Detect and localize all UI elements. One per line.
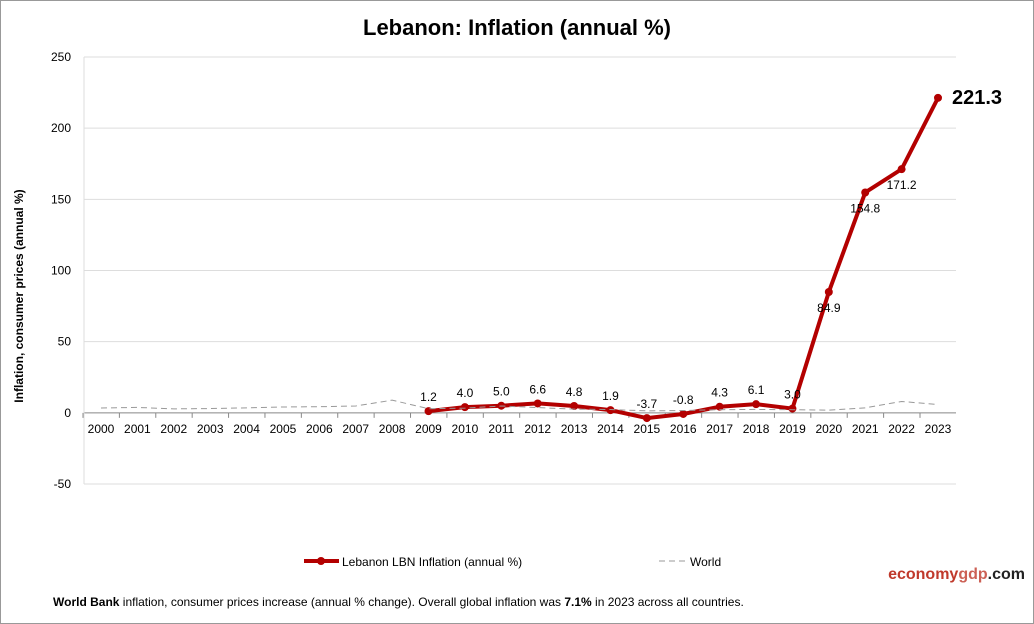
footer-note: World Bank inflation, consumer prices in… [53, 595, 744, 609]
data-label: 154.8 [850, 202, 880, 216]
x-tick-label: 2001 [124, 422, 151, 436]
data-point [715, 402, 724, 411]
data-point [861, 188, 870, 197]
y-axis-label: Inflation, consumer prices (annual %) [12, 189, 26, 402]
data-label: -0.8 [673, 393, 694, 407]
y-tick-label: 250 [51, 50, 71, 64]
y-tick-label: 0 [64, 406, 71, 420]
x-tick-label: 2002 [160, 422, 187, 436]
last-value-label: 221.3 [952, 87, 1002, 109]
data-point [533, 399, 542, 408]
data-label: 84.9 [817, 301, 841, 315]
data-point [606, 406, 615, 415]
data-label: 6.1 [748, 383, 765, 397]
footer-source: World Bank [53, 595, 120, 609]
y-tick-label: -50 [54, 477, 72, 491]
data-point [570, 402, 579, 411]
data-label: 4.8 [566, 385, 583, 399]
brand-part: economy [888, 566, 959, 583]
legend-marker-lebanon [317, 557, 325, 565]
x-tick-label: 2016 [670, 422, 697, 436]
y-tick-label: 100 [51, 264, 71, 278]
y-tick-label: 150 [51, 192, 71, 206]
x-tick-label: 2005 [270, 422, 297, 436]
brand-logo[interactable]: economygdp.com [888, 566, 1025, 584]
data-point [934, 93, 942, 102]
x-tick-label: 2009 [415, 422, 442, 436]
x-tick-label: 2015 [634, 422, 661, 436]
x-tick-label: 2011 [488, 422, 514, 436]
brand-part: gdp [958, 566, 988, 583]
data-point [897, 165, 906, 174]
legend-label-world: World [690, 555, 721, 569]
y-tick-label: 200 [51, 121, 71, 135]
data-point [679, 409, 688, 418]
data-point [460, 403, 469, 412]
x-tick-label: 2019 [779, 422, 806, 436]
world-series-line [100, 399, 939, 412]
data-label: 171.2 [887, 178, 917, 192]
x-tick-label: 2000 [88, 422, 115, 436]
x-tick-label: 2013 [561, 422, 588, 436]
footer-text: in 2023 across all countries. [591, 595, 744, 609]
legend-label-lebanon: Lebanon LBN Inflation (annual %) [342, 555, 522, 569]
x-tick-label: 2004 [233, 422, 260, 436]
lebanon-series-line [428, 96, 940, 421]
data-point [752, 400, 761, 409]
data-label: 4.0 [457, 386, 474, 400]
data-label: 4.3 [711, 386, 728, 400]
data-label: 1.9 [602, 389, 619, 403]
data-point [642, 414, 651, 423]
data-point [824, 287, 833, 296]
x-tick-label: 2021 [852, 422, 879, 436]
x-tick-label: 2018 [743, 422, 770, 436]
x-tick-label: 2012 [524, 422, 551, 436]
x-tick-label: 2010 [452, 422, 479, 436]
x-tick-label: 2023 [925, 422, 952, 436]
x-tick-label: 2022 [888, 422, 915, 436]
data-label: 1.2 [420, 390, 437, 404]
data-label: 6.6 [529, 382, 546, 396]
y-tick-label: 50 [58, 335, 72, 349]
x-tick-label: 2017 [706, 422, 733, 436]
chart-title: Lebanon: Inflation (annual %) [363, 15, 671, 40]
x-tick-label: 2006 [306, 422, 333, 436]
x-tick-label: 2008 [379, 422, 406, 436]
brand-part: .com [987, 566, 1025, 583]
x-tick-label: 2007 [342, 422, 369, 436]
x-tick-label: 2020 [815, 422, 842, 436]
x-tick-label: 2003 [197, 422, 224, 436]
x-tick-label: 2014 [597, 422, 624, 436]
data-label: 5.0 [493, 385, 510, 399]
data-label: -3.7 [637, 397, 658, 411]
data-point [788, 404, 797, 413]
data-label: 3.0 [784, 388, 801, 402]
footer-text: inflation, consumer prices increase (ann… [119, 595, 565, 609]
footer-world-value: 7.1% [564, 595, 592, 609]
